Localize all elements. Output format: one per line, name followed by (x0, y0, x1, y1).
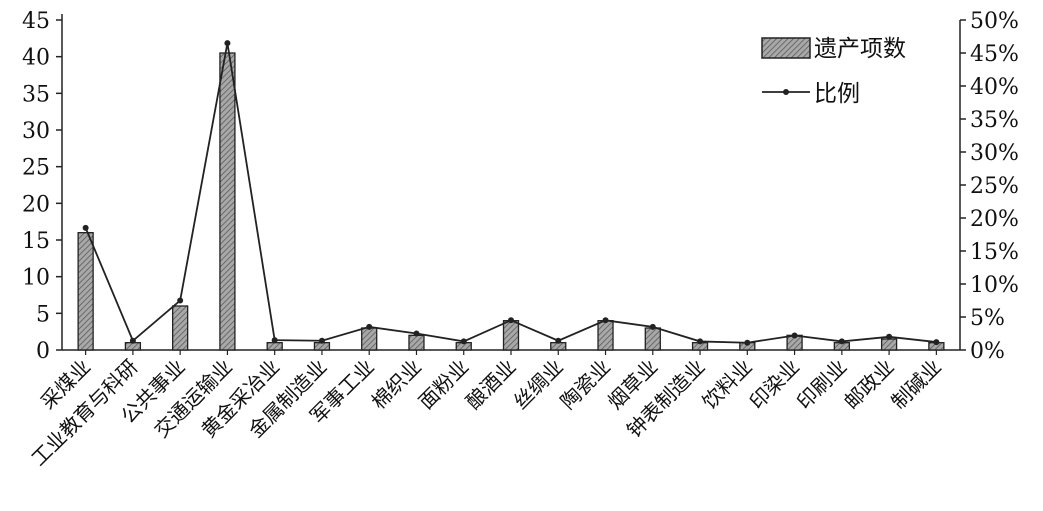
category-label: 酿酒业 (461, 355, 520, 414)
category-label: 面粉业 (414, 355, 473, 414)
bar (502, 320, 520, 351)
category-label: 陶瓷业 (556, 355, 615, 414)
line-point (413, 330, 420, 337)
x-axis: 采煤业工业教育与科研公共事业交通运输业黄金采冶业金属制造业军事工业棉织业面粉业酿… (26, 349, 960, 471)
category-label: 棉织业 (367, 355, 426, 414)
bar (644, 327, 661, 351)
line-point (555, 337, 562, 344)
left-tick-label: 35 (22, 82, 50, 107)
line-point (318, 337, 325, 344)
right-tick-label: 50% (970, 9, 1019, 34)
line-point (366, 323, 373, 330)
line-point (649, 323, 656, 330)
right-tick-label: 0% (970, 339, 1005, 364)
legend-swatch-marker (783, 89, 789, 95)
left-tick-label: 15 (22, 229, 50, 254)
bar (880, 338, 898, 351)
line-point (697, 338, 704, 345)
line-point (933, 339, 940, 346)
bar (124, 342, 142, 351)
left-tick-label: 40 (22, 46, 50, 71)
line-point (602, 317, 609, 324)
bar (313, 342, 331, 351)
legend-swatch-bars (761, 37, 811, 59)
bar (408, 334, 425, 351)
right-tick-label: 45% (970, 42, 1019, 67)
category-label: 制碱业 (887, 355, 946, 414)
bar (550, 342, 567, 351)
line-point (886, 333, 893, 340)
line-point (744, 339, 751, 346)
bar (361, 327, 378, 351)
category-label: 印染业 (745, 355, 804, 414)
category-label: 邮政业 (839, 355, 898, 414)
left-tick-label: 25 (22, 156, 50, 181)
legend-label-line: 比例 (814, 81, 860, 107)
category-label: 印刷业 (792, 355, 851, 414)
legend-label-bars: 遗产项数 (814, 36, 906, 62)
line-point (838, 338, 845, 345)
right-tick-label: 40% (970, 75, 1019, 100)
left-tick-label: 10 (22, 266, 50, 291)
line-point (460, 338, 467, 345)
right-tick-label: 35% (970, 108, 1019, 133)
right-tick-label: 30% (970, 141, 1019, 166)
bar (172, 305, 189, 351)
right-y-axis: 0% 5% 10% 15% 20% 25% 30% 35% 40% 45% 50% (959, 9, 1019, 364)
bar (77, 232, 94, 351)
ratio-line (84, 42, 937, 344)
left-tick-label: 0 (36, 339, 50, 364)
category-label: 丝绸业 (508, 355, 567, 414)
bar (219, 52, 236, 351)
right-tick-label: 20% (970, 207, 1019, 232)
line-point (82, 224, 89, 231)
bar (266, 342, 283, 351)
line-point (224, 40, 231, 47)
right-tick-label: 5% (970, 306, 1005, 331)
left-tick-label: 30 (22, 119, 50, 144)
category-label: 饮料业 (697, 355, 756, 414)
bar (597, 320, 614, 351)
line-point (508, 317, 514, 324)
line-series (82, 40, 940, 346)
bar-series (77, 52, 945, 351)
line-point (271, 337, 278, 344)
right-tick-label: 25% (970, 174, 1019, 199)
line-point (129, 337, 136, 344)
left-y-axis: 0 5 10 15 20 25 30 35 40 45 (22, 9, 63, 364)
right-tick-label: 10% (970, 273, 1019, 298)
left-tick-label: 5 (36, 302, 50, 327)
left-tick-label: 45 (22, 9, 50, 34)
right-tick-label: 15% (970, 240, 1019, 265)
line-point (791, 332, 798, 339)
line-point (177, 297, 184, 304)
left-tick-label: 20 (22, 192, 50, 217)
legend: 遗产项数 比例 (761, 36, 906, 107)
